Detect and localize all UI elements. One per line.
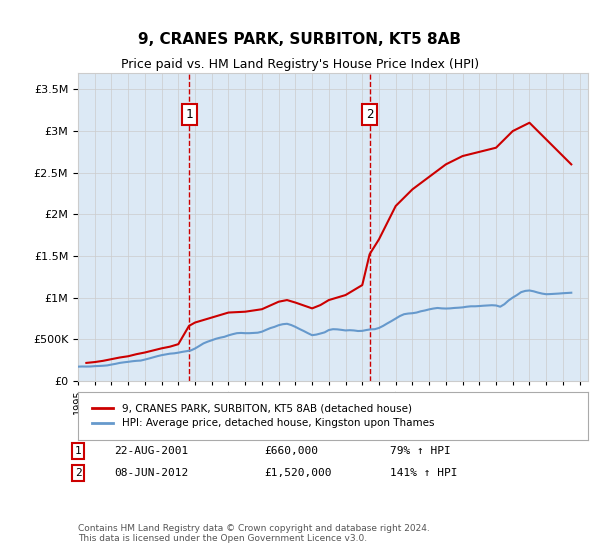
- Text: 79% ↑ HPI: 79% ↑ HPI: [390, 446, 451, 456]
- Text: Contains HM Land Registry data © Crown copyright and database right 2024.
This d: Contains HM Land Registry data © Crown c…: [78, 524, 430, 543]
- Text: £1,520,000: £1,520,000: [264, 468, 331, 478]
- Text: 22-AUG-2001: 22-AUG-2001: [114, 446, 188, 456]
- Text: £660,000: £660,000: [264, 446, 318, 456]
- Text: 1: 1: [185, 108, 193, 121]
- Text: 08-JUN-2012: 08-JUN-2012: [114, 468, 188, 478]
- Text: 2: 2: [74, 468, 82, 478]
- Text: Price paid vs. HM Land Registry's House Price Index (HPI): Price paid vs. HM Land Registry's House …: [121, 58, 479, 71]
- Text: 9, CRANES PARK, SURBITON, KT5 8AB: 9, CRANES PARK, SURBITON, KT5 8AB: [139, 32, 461, 46]
- Text: 141% ↑ HPI: 141% ↑ HPI: [390, 468, 458, 478]
- Text: 1: 1: [74, 446, 82, 456]
- Legend: 9, CRANES PARK, SURBITON, KT5 8AB (detached house), HPI: Average price, detached: 9, CRANES PARK, SURBITON, KT5 8AB (detac…: [88, 399, 439, 432]
- Bar: [78, 73, 588, 381]
- Text: 2: 2: [366, 108, 373, 121]
